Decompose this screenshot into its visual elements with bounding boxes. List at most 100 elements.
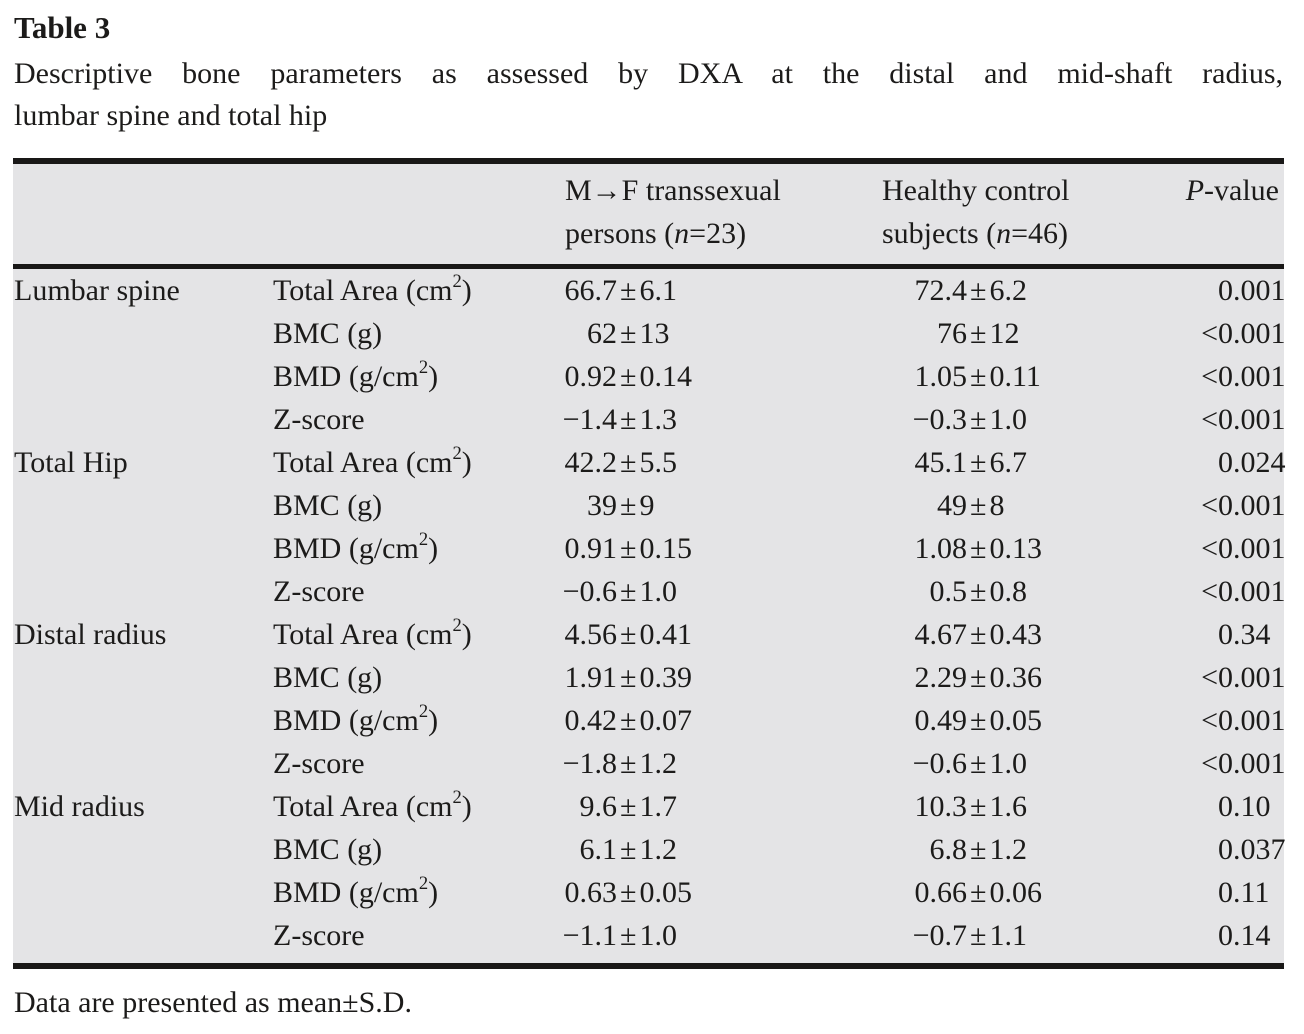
column-header-mf-line1: M→F transsexual [565,174,781,207]
table-row: Z-score −0.6 ±1.0 0.5 ±0.8 <0.001 [13,570,1286,613]
mf-value-cell: 62 ±13 [587,317,670,350]
p-value-cell: 0.037 [1218,833,1286,866]
hc-value-cell: 76 ±12 [937,317,1020,350]
hc-value-cell: 0.66 ±0.06 [914,876,1042,909]
parameter-label: Z-score [273,919,365,952]
parameter-label: Z-score [273,403,365,436]
caption-line-1: Descriptive bone parameters as assessed … [14,57,1283,90]
mf-value-cell: 0.63 ±0.05 [564,876,692,909]
region-label: Distal radius [14,618,167,651]
mf-value-cell: 0.91 ±0.15 [564,532,692,565]
p-value-cell: <0.001 [1201,360,1286,393]
parameter-label: Z-score [273,575,365,608]
table-row: Distal radius Total Area (cm2) 4.56 ±0.41 4.… [13,613,1284,656]
table-row: Total Hip Total Area (cm2) 42.2 ±5.5 45.1 ±6.… [13,441,1286,484]
region-label [13,355,273,398]
hc-value-cell: 49 ±8 [937,489,1005,522]
mf-value-cell: 39 ±9 [587,489,655,522]
table-row: BMD (g/cm2) 0.42 ±0.07 0.49 ±0.05 <0.001 [13,699,1286,742]
table-row: BMD (g/cm2) 0.92 ±0.14 1.05 ±0.11 <0.001 [13,355,1286,398]
parameter-label: Total Area (cm2) [273,787,472,823]
column-header-mf-line2: persons (n=23) [565,217,747,250]
region-label: Total Hip [14,446,128,479]
parameter-label: Total Area (cm2) [273,271,472,307]
p-value-cell: <0.001 [1201,661,1286,694]
table-row: Z-score −1.4 ±1.3 −0.3 ±1.0 <0.001 [13,398,1286,441]
region-label: Lumbar spine [14,274,180,307]
table-row: Lumbar spine Total Area (cm2) 66.7 ±6.1 72.4… [13,269,1286,312]
mf-value-cell: 1.91 ±0.39 [564,661,692,694]
table-body: Lumbar spine Total Area (cm2) 66.7 ±6.1 72.4… [13,269,1286,963]
data-table: M→F transsexual persons (n=23) Healthy c… [13,158,1286,969]
table-row: BMD (g/cm2) 0.91 ±0.15 1.08 ±0.13 <0.001 [13,527,1286,570]
hc-value-cell: 72.4 ±6.2 [914,274,1027,307]
table-row: BMC (g) 39 ±9 49 ±8 <0.001 [13,484,1286,527]
parameter-label: BMC (g) [273,489,383,522]
mf-value-cell: 0.42 ±0.07 [564,704,692,737]
parameter-label: BMD (g/cm2) [273,529,439,565]
column-header-hc-line2: subjects (n=46) [882,217,1069,250]
region-label [13,312,273,355]
region-label [13,914,273,957]
mf-value-cell: 66.7 ±6.1 [564,274,677,307]
parameter-label: BMC (g) [273,661,383,694]
region-label [13,742,273,785]
p-value-cell: <0.001 [1201,532,1286,565]
hc-value-cell: −0.3 ±1.0 [912,403,1027,436]
table-row: Z-score −1.8 ±1.2 −0.6 ±1.0 <0.001 [13,742,1286,785]
region-label [13,484,273,527]
mf-value-cell: −1.8 ±1.2 [562,747,677,780]
p-value-cell: <0.001 [1201,575,1286,608]
table-row: Mid radius Total Area (cm2) 9.6 ±1.7 10.3 ±1.… [13,785,1284,828]
parameter-label: BMC (g) [273,833,383,866]
region-label [13,699,273,742]
p-value-cell: <0.001 [1201,704,1286,737]
p-value-cell: <0.001 [1201,317,1286,350]
column-header-mf-transsexual: M→F transsexual persons (n=23) [565,169,781,255]
column-header-hc-line1: Healthy control [882,174,1070,207]
region-label: Mid radius [14,790,145,823]
table-row: BMC (g) 6.1 ±1.2 6.8 ±1.2 0.037 [13,828,1286,871]
hc-value-cell: 1.05 ±0.11 [914,360,1041,393]
hc-value-cell: 2.29 ±0.36 [914,661,1042,694]
mf-value-cell: −1.4 ±1.3 [562,403,677,436]
mf-value-cell: −1.1 ±1.0 [562,919,677,952]
mf-value-cell: −0.6 ±1.0 [562,575,677,608]
p-value-cell: 0.34 [1218,618,1271,651]
parameter-label: Z-score [273,747,365,780]
mf-value-cell: 6.1 ±1.2 [579,833,677,866]
parameter-label: BMC (g) [273,317,383,350]
mf-value-cell: 4.56 ±0.41 [564,618,692,651]
hc-value-cell: 6.8 ±1.2 [929,833,1027,866]
parameter-label: BMD (g/cm2) [273,357,439,393]
table-row: BMD (g/cm2) 0.63 ±0.05 0.66 ±0.06 0.11 [13,871,1284,914]
p-value-cell: 0.001 [1218,274,1286,307]
hc-value-cell: −0.7 ±1.1 [912,919,1027,952]
hc-value-cell: 0.5 ±0.8 [929,575,1027,608]
caption-line-2: lumbar spine and total hip [14,99,328,132]
table-title: Table 3 [14,10,111,45]
column-header-healthy-control: Healthy control subjects (n=46) [882,169,1069,255]
region-label [13,398,273,441]
table-row: Z-score −1.1 ±1.0 −0.7 ±1.1 0.14 [13,914,1284,957]
table-caption: Descriptive bone parameters as assessed … [14,53,1283,137]
hc-value-cell: −0.6 ±1.0 [912,747,1027,780]
table-row: BMC (g) 1.91 ±0.39 2.29 ±0.36 <0.001 [13,656,1286,699]
region-label [13,871,273,914]
region-label [13,828,273,871]
parameter-label: Total Area (cm2) [273,443,472,479]
hc-value-cell: 10.3 ±1.6 [914,790,1027,823]
p-value-cell: <0.001 [1201,403,1286,436]
mf-value-cell: 0.92 ±0.14 [564,360,692,393]
column-header-pvalue: P-value [1185,174,1279,207]
table-header-row: M→F transsexual persons (n=23) Healthy c… [13,164,1284,269]
hc-value-cell: 45.1 ±6.7 [914,446,1027,479]
p-value-cell: 0.024 [1218,446,1286,479]
mf-value-cell: 42.2 ±5.5 [564,446,677,479]
parameter-label: BMD (g/cm2) [273,701,439,737]
p-value-cell: <0.001 [1201,489,1286,522]
parameter-label: BMD (g/cm2) [273,873,439,909]
region-label [13,656,273,699]
hc-value-cell: 4.67 ±0.43 [914,618,1042,651]
